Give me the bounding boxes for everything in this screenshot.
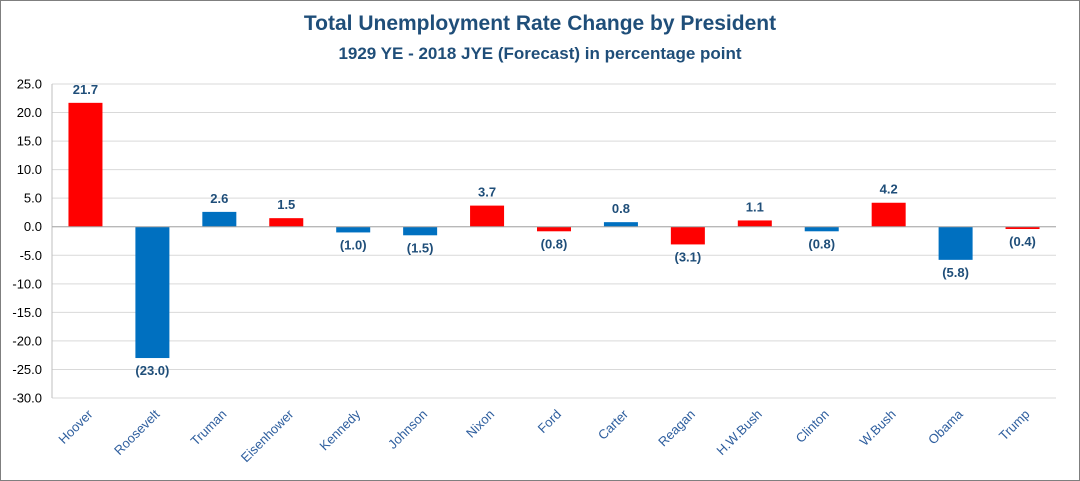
data-label: (0.8)	[808, 236, 835, 251]
category-label: Eisenhower	[238, 406, 297, 465]
bar	[68, 102, 103, 227]
category-label: Reagan	[655, 407, 698, 450]
data-label: (0.4)	[1009, 234, 1036, 249]
category-label: Obama	[925, 406, 966, 447]
data-label: (1.0)	[340, 237, 367, 252]
bar	[1005, 226, 1040, 230]
bar	[938, 226, 973, 260]
chart-title: Total Unemployment Rate Change by Presid…	[303, 12, 777, 35]
y-tick-label: 0.0	[24, 219, 42, 234]
category-label: Roosevelt	[111, 406, 163, 458]
data-label: 4.2	[880, 182, 898, 197]
data-label: 21.7	[73, 82, 98, 97]
y-tick-label: -25.0	[12, 362, 42, 377]
y-tick-label: 15.0	[17, 134, 42, 149]
data-label: (1.5)	[407, 240, 434, 255]
category-label: W.Bush	[857, 407, 899, 449]
y-tick-label: 25.0	[17, 77, 42, 92]
category-label: Ford	[535, 407, 565, 437]
bar	[603, 222, 638, 227]
category-label: Truman	[188, 407, 230, 449]
data-label: 1.5	[277, 197, 295, 212]
y-tick-label: -10.0	[12, 276, 42, 291]
bar	[336, 226, 371, 233]
bar	[670, 226, 705, 245]
category-label: Hoover	[55, 406, 96, 447]
data-label: 2.6	[210, 191, 228, 206]
bar	[804, 226, 839, 232]
bar	[269, 218, 304, 227]
category-label: Clinton	[793, 407, 832, 446]
data-label: (3.1)	[674, 249, 701, 264]
category-label: Kennedy	[316, 406, 363, 453]
category-label: Trump	[996, 407, 1033, 444]
y-tick-label: -5.0	[20, 248, 42, 263]
category-label: Nixon	[463, 407, 497, 441]
data-label: 1.1	[746, 199, 764, 214]
y-tick-label: -20.0	[12, 333, 42, 348]
data-label: 3.7	[478, 185, 496, 200]
data-label: (23.0)	[135, 363, 169, 378]
category-label: Johnson	[385, 407, 430, 452]
y-tick-label: 5.0	[24, 191, 42, 206]
bar	[737, 220, 772, 227]
category-label: Carter	[595, 406, 632, 443]
bar	[135, 226, 170, 359]
bar	[537, 226, 571, 232]
y-tick-label: 20.0	[17, 105, 42, 120]
data-label: 0.8	[612, 201, 630, 216]
chart-subtitle: 1929 YE - 2018 JYE (Forecast) in percent…	[338, 44, 742, 63]
bar	[403, 226, 438, 236]
category-label: H.W.Bush	[713, 407, 764, 458]
data-label: (5.8)	[942, 265, 969, 280]
bar	[470, 205, 505, 227]
y-tick-label: 10.0	[17, 162, 42, 177]
data-label: (0.8)	[541, 236, 568, 251]
bar	[202, 211, 237, 227]
bar	[871, 202, 906, 227]
y-tick-label: -15.0	[12, 305, 42, 320]
y-tick-label: -30.0	[12, 391, 42, 406]
